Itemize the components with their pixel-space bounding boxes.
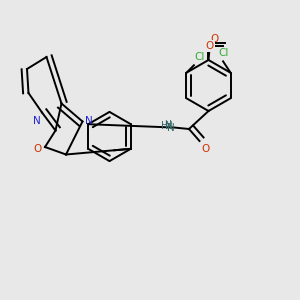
Text: H: H (164, 120, 170, 129)
Text: O: O (206, 40, 214, 51)
Text: N: N (85, 116, 93, 127)
Text: O: O (34, 143, 42, 154)
Text: Cl: Cl (195, 52, 205, 62)
Text: N: N (165, 121, 173, 131)
Text: Cl: Cl (218, 48, 228, 58)
Text: H: H (161, 121, 169, 131)
Text: O: O (210, 34, 218, 44)
Text: O: O (201, 144, 209, 154)
Text: N: N (167, 123, 174, 133)
Text: N: N (33, 116, 41, 126)
